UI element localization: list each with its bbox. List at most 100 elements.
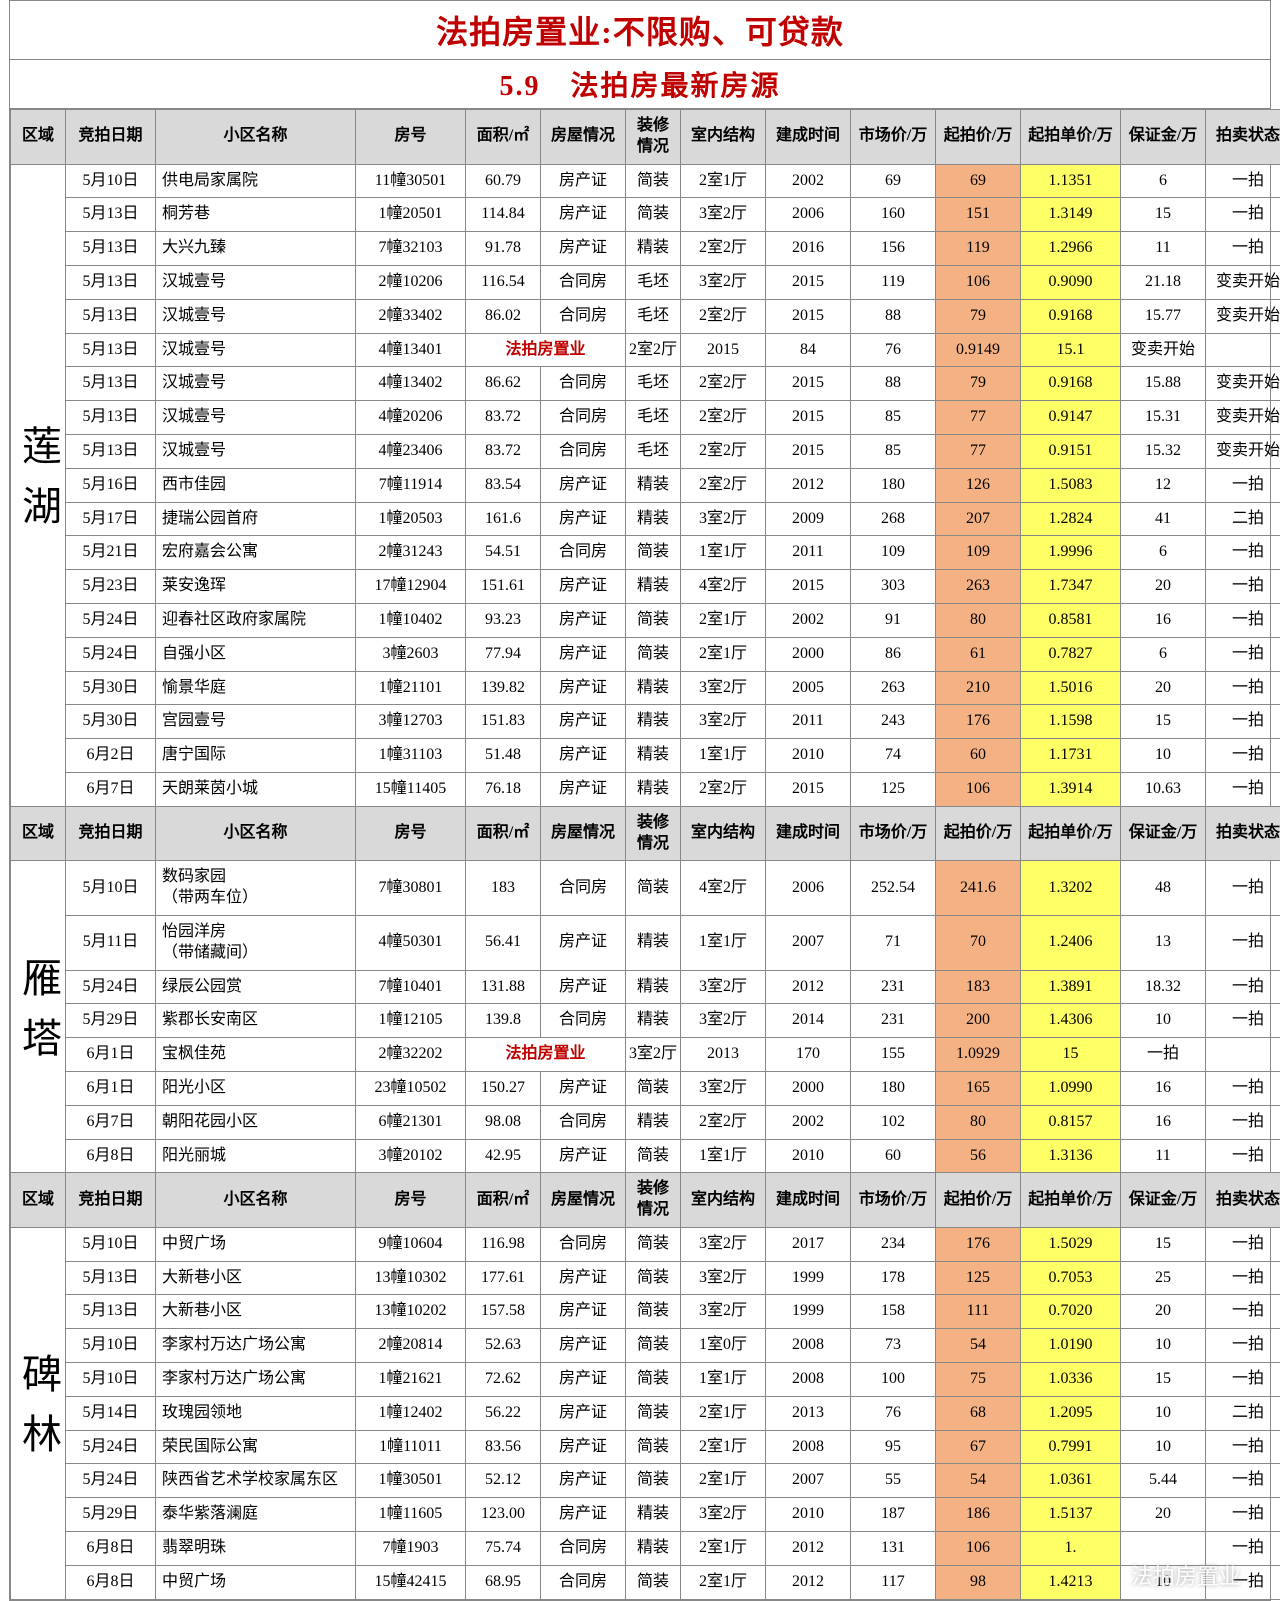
table-cell: 151.83 (466, 705, 541, 739)
table-cell: 简装 (626, 536, 681, 570)
table-cell: 119 (851, 265, 936, 299)
table-cell: 11 (1121, 1139, 1206, 1173)
table-cell: 16 (1121, 1105, 1206, 1139)
table-cell: 98 (936, 1565, 1021, 1599)
table-row: 6月7日朝阳花园小区6幢2130198.08合同房精装2室2厅200210280… (11, 1105, 1280, 1139)
table-row: 5月16日西市佳园7幢1191483.54房产证精装2室2厅2012180126… (11, 468, 1280, 502)
table-cell: 56 (936, 1139, 1021, 1173)
table-cell: 2室2厅 (626, 333, 681, 367)
table-cell: 简装 (626, 1227, 681, 1261)
table-cell: 精装 (626, 1004, 681, 1038)
table-cell: 7幢32103 (356, 232, 466, 266)
table-cell: 2015 (681, 333, 766, 367)
table-cell: 中贸广场 (156, 1565, 356, 1599)
table-cell: 简装 (626, 1071, 681, 1105)
table-cell: 5月29日 (66, 1004, 156, 1038)
table-cell: 178 (851, 1261, 936, 1295)
table-cell: 5月24日 (66, 603, 156, 637)
table-cell: 合同房 (541, 1227, 626, 1261)
table-cell: 3室2厅 (681, 265, 766, 299)
table-cell: 10 (1121, 1396, 1206, 1430)
table-cell: 简装 (626, 1430, 681, 1464)
table-row: 莲湖5月10日供电局家属院11幢3050160.79房产证简装2室1厅20026… (11, 164, 1280, 198)
table-cell: 合同房 (541, 1004, 626, 1038)
table-cell: 简装 (626, 1464, 681, 1498)
table-row: 5月13日汉城壹号4幢2340683.72合同房毛坯2室2厅201585770.… (11, 434, 1280, 468)
table-cell: 1.9996 (1021, 536, 1121, 570)
table-cell: 精装 (626, 671, 681, 705)
table-cell: 6 (1121, 164, 1206, 198)
table-cell: 1幢20501 (356, 198, 466, 232)
table-cell: 5月24日 (66, 1464, 156, 1498)
table-cell: 迎春社区政府家属院 (156, 603, 356, 637)
table-cell: 42.95 (466, 1139, 541, 1173)
table-header-cell: 房屋情况 (541, 1173, 626, 1228)
table-row: 5月13日大兴九臻7幢3210391.78房产证精装2室2厅2016156119… (11, 232, 1280, 266)
table-cell: 一拍 (1206, 1498, 1280, 1532)
table-cell: 6月1日 (66, 1038, 156, 1072)
table-cell: 116.98 (466, 1227, 541, 1261)
table-cell: 177.61 (466, 1261, 541, 1295)
table-row: 6月1日阳光小区23幢10502150.27房产证简装3室2厅200018016… (11, 1071, 1280, 1105)
table-cell: 天朗莱茵小城 (156, 772, 356, 806)
table-cell: 2002 (766, 1105, 851, 1139)
table-cell: 6月2日 (66, 739, 156, 773)
table-row: 5月30日宫园壹号3幢12703151.83房产证精装3室2厅201124317… (11, 705, 1280, 739)
table-header-cell: 竞拍日期 (66, 110, 156, 165)
table-cell: 一拍 (1206, 1139, 1280, 1173)
table-cell: 房产证 (541, 970, 626, 1004)
table-cell: 5月10日 (66, 1363, 156, 1397)
table-cell: 1.5016 (1021, 671, 1121, 705)
table-cell: 房产证 (541, 1363, 626, 1397)
table-cell: 西市佳园 (156, 468, 356, 502)
table-cell: 李家村万达广场公寓 (156, 1329, 356, 1363)
table-cell: 88 (851, 367, 936, 401)
table-cell: 房产证 (541, 232, 626, 266)
table-cell: 1室1厅 (681, 536, 766, 570)
table-row: 5月24日绿辰公园赏7幢10401131.88房产证精装3室2厅20122311… (11, 970, 1280, 1004)
table-cell: 5月13日 (66, 1261, 156, 1295)
table-cell: 161.6 (466, 502, 541, 536)
table-cell: 0.9149 (936, 333, 1021, 367)
table-cell: 0.9147 (1021, 401, 1121, 435)
table-cell: 4幢23406 (356, 434, 466, 468)
table-cell: 125 (936, 1261, 1021, 1295)
table-cell: 一拍 (1206, 1363, 1280, 1397)
table-cell: 3室2厅 (681, 671, 766, 705)
table-cell: 5月13日 (66, 1295, 156, 1329)
table-cell: 2015 (766, 401, 851, 435)
table-cell: 15 (1121, 198, 1206, 232)
table-cell: 房产证 (541, 915, 626, 970)
footer-watermark: 法拍房置业 (1131, 1559, 1241, 1591)
table-cell: 176 (936, 705, 1021, 739)
table-cell: 简装 (626, 1139, 681, 1173)
table-header-cell: 室内结构 (681, 806, 766, 861)
table-cell: 精装 (626, 970, 681, 1004)
listings-table: 区域竞拍日期小区名称房号面积/㎡房屋情况装修 情况室内结构建成时间市场价/万起拍… (10, 109, 1280, 1600)
table-cell: 76 (851, 333, 936, 367)
table-row: 5月13日大新巷小区13幢10302177.61房产证简装3室2厅1999178… (11, 1261, 1280, 1295)
table-cell: 桐芳巷 (156, 198, 356, 232)
table-cell: 2012 (766, 1565, 851, 1599)
table-cell: 1.3202 (1021, 861, 1121, 916)
table-cell: 48 (1121, 861, 1206, 916)
table-cell: 一拍 (1121, 1038, 1206, 1072)
table-cell: 1.2824 (1021, 502, 1121, 536)
table-cell: 2005 (766, 671, 851, 705)
table-cell: 房产证 (541, 705, 626, 739)
table-cell: 139.82 (466, 671, 541, 705)
table-cell: 4幢20206 (356, 401, 466, 435)
table-cell: 简装 (626, 198, 681, 232)
table-cell: 77 (936, 434, 1021, 468)
table-header-cell: 小区名称 (156, 1173, 356, 1228)
table-cell: 毛坯 (626, 367, 681, 401)
table-cell: 54.51 (466, 536, 541, 570)
table-cell: 83.54 (466, 468, 541, 502)
table-cell: 2幢32202 (356, 1038, 466, 1072)
table-cell: 3幢12703 (356, 705, 466, 739)
table-cell: 93.23 (466, 603, 541, 637)
table-cell: 2室2厅 (681, 772, 766, 806)
table-header-cell: 建成时间 (766, 806, 851, 861)
table-cell: 汉城壹号 (156, 401, 356, 435)
table-row: 6月7日天朗莱茵小城15幢1140576.18房产证精装2室2厅20151251… (11, 772, 1280, 806)
